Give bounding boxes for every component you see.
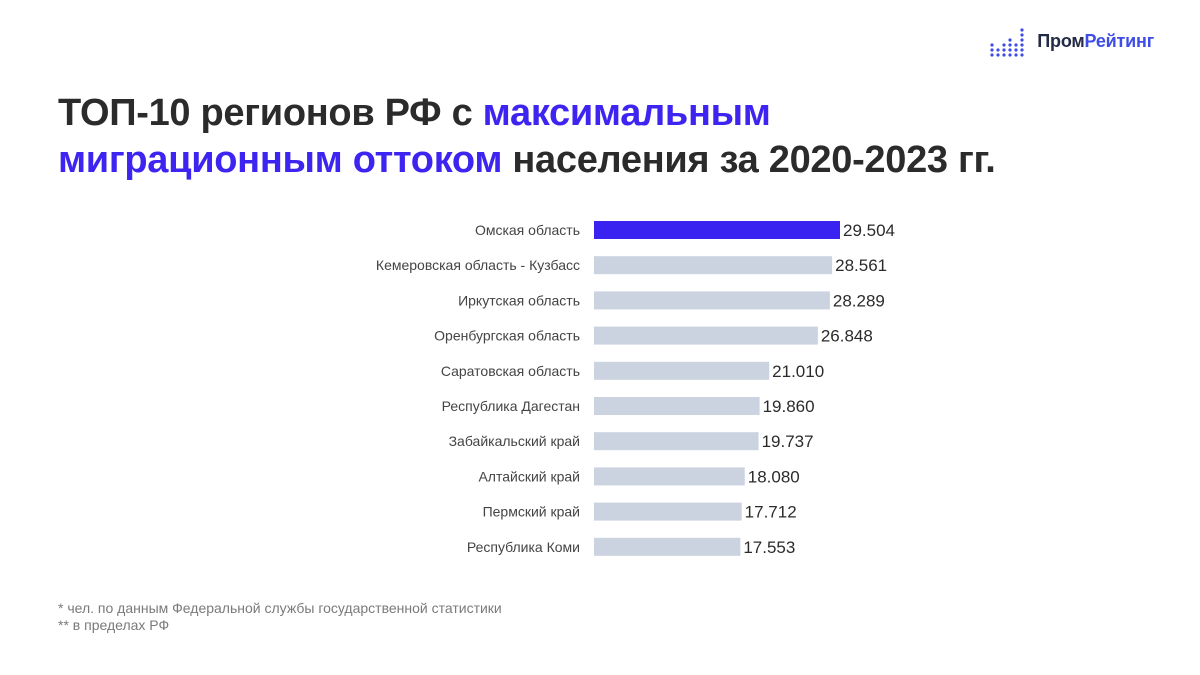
- bar-chart: Омская область 29.504 Кемеровская область …: [376, 221, 895, 557]
- title-part2: населения за 2020-2023 гг.: [502, 139, 996, 181]
- value-label: 18.080: [748, 467, 800, 486]
- page-title: ТОП-10 регионов РФ с максимальным миграци…: [58, 90, 996, 184]
- value-label: 29.504: [843, 221, 895, 240]
- value-label: 19.737: [762, 432, 814, 451]
- category-label: Республика Дагестан: [442, 398, 580, 414]
- brand-name-part2: Рейтинг: [1084, 30, 1155, 51]
- value-label: 17.712: [745, 503, 797, 522]
- footnotes: * чел. по данным Федеральной службы госу…: [58, 600, 502, 634]
- category-label: Пермский край: [483, 504, 580, 520]
- title-part1: ТОП-10 регионов РФ с: [58, 92, 483, 134]
- bar: [594, 467, 745, 486]
- category-label: Омская область: [475, 222, 580, 238]
- bar: [594, 361, 770, 380]
- bar: [594, 291, 830, 310]
- footnote-source: * чел. по данным Федеральной службы госу…: [58, 600, 502, 616]
- bar: [594, 397, 760, 415]
- value-label: 19.860: [763, 397, 815, 416]
- bar: [594, 256, 833, 275]
- title-accent2: миграционным оттоком: [58, 139, 503, 181]
- value-label: 26.848: [821, 327, 873, 346]
- category-label: Забайкальский край: [449, 433, 580, 449]
- dot-bars-logo-icon: [990, 28, 1024, 57]
- bar: [594, 502, 742, 521]
- category-label: Оренбургская область: [434, 328, 580, 344]
- value-label: 28.561: [835, 256, 887, 275]
- title-accent1: максимальным: [482, 92, 771, 134]
- footnote-scope: ** в пределах РФ: [58, 617, 170, 633]
- brand-name: ПромРейтинг: [1037, 31, 1154, 52]
- bar: [594, 537, 741, 556]
- bar: [594, 221, 840, 239]
- category-label: Алтайский край: [478, 468, 580, 484]
- value-label: 17.553: [743, 538, 795, 557]
- brand-name-part1: Пром: [1037, 30, 1085, 51]
- bar: [594, 326, 818, 345]
- category-label: Кемеровская область - Кузбасс: [376, 257, 580, 273]
- value-label: 21.010: [772, 362, 824, 381]
- category-label: Республика Коми: [467, 539, 580, 555]
- value-label: 28.289: [833, 291, 885, 310]
- brand-logo: ПромРейтинг: [989, 24, 1154, 58]
- category-label: Саратовская область: [441, 363, 580, 379]
- category-label: Иркутская область: [458, 292, 580, 308]
- bar: [594, 432, 759, 451]
